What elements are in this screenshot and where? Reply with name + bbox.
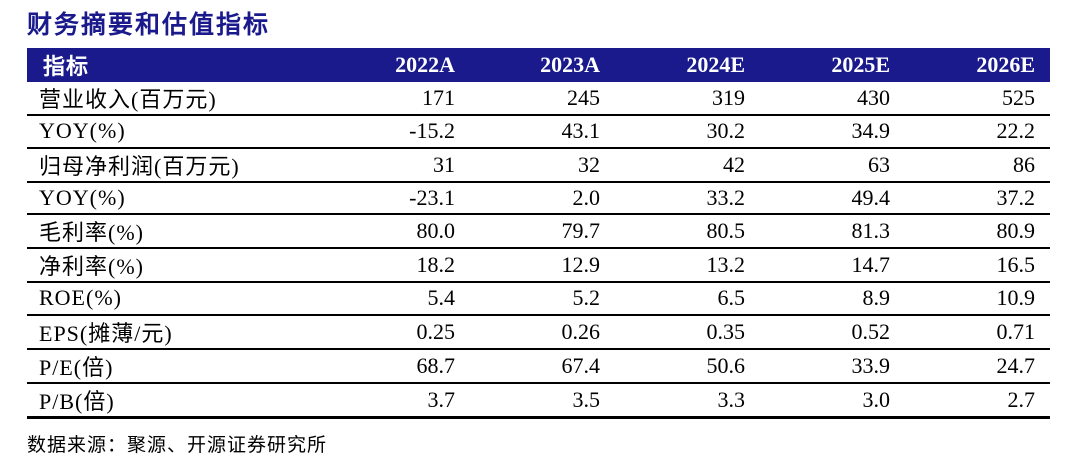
cell-value: 10.9 — [905, 282, 1050, 316]
table-row: ROE(%) 5.4 5.2 6.5 8.9 10.9 — [27, 282, 1050, 316]
cell-value: 81.3 — [760, 214, 905, 249]
cell-value: 80.5 — [615, 214, 760, 249]
column-header-2023a: 2023A — [470, 48, 615, 82]
cell-value: 86 — [905, 147, 1050, 183]
cell-value: 525 — [905, 82, 1050, 116]
cell-value: 31 — [325, 147, 470, 183]
column-header-2026e: 2026E — [905, 48, 1050, 82]
cell-value: 0.52 — [760, 314, 905, 350]
cell-value: 49.4 — [760, 181, 905, 215]
row-label: EPS(摊薄/元) — [27, 314, 325, 350]
cell-value: 33.9 — [760, 348, 905, 384]
row-label: 营业收入(百万元) — [27, 82, 325, 116]
cell-value: 18.2 — [325, 248, 470, 283]
table-row: YOY(%) -15.2 43.1 30.2 34.9 22.2 — [27, 115, 1050, 149]
cell-value: 63 — [760, 147, 905, 183]
row-label: 毛利率(%) — [27, 214, 325, 249]
cell-value: -23.1 — [325, 181, 470, 215]
cell-value: 16.5 — [905, 248, 1050, 283]
cell-value: 6.5 — [615, 282, 760, 316]
row-label: 归母净利润(百万元) — [27, 147, 325, 183]
cell-value: 42 — [615, 147, 760, 183]
page-title: 财务摘要和估值指标 — [27, 12, 271, 39]
column-header-2025e: 2025E — [760, 48, 905, 82]
cell-value: 8.9 — [760, 282, 905, 316]
cell-value: 0.26 — [470, 314, 615, 350]
cell-value: 430 — [760, 82, 905, 116]
cell-value: 13.2 — [615, 248, 760, 283]
table-row: 营业收入(百万元) 171 245 319 430 525 — [27, 82, 1050, 116]
data-source-note: 数据来源：聚源、开源证券研究所 — [27, 434, 328, 456]
cell-value: 22.2 — [905, 115, 1050, 149]
financial-summary-table: 指标 2022A 2023A 2024E 2025E 2026E 营业收入(百万… — [27, 48, 1050, 419]
column-header-2022a: 2022A — [325, 48, 470, 82]
table-row: YOY(%) -23.1 2.0 33.2 49.4 37.2 — [27, 181, 1050, 215]
cell-value: 3.5 — [470, 382, 615, 419]
row-label: YOY(%) — [27, 115, 325, 149]
cell-value: -15.2 — [325, 115, 470, 149]
cell-value: 43.1 — [470, 115, 615, 149]
table-row: 净利率(%) 18.2 12.9 13.2 14.7 16.5 — [27, 248, 1050, 283]
cell-value: 0.71 — [905, 314, 1050, 350]
cell-value: 68.7 — [325, 348, 470, 384]
cell-value: 37.2 — [905, 181, 1050, 215]
cell-value: 5.4 — [325, 282, 470, 316]
table-row: P/B(倍) 3.7 3.5 3.3 3.0 2.7 — [27, 382, 1050, 419]
cell-value: 0.35 — [615, 314, 760, 350]
row-label: 净利率(%) — [27, 248, 325, 283]
table-row: P/E(倍) 68.7 67.4 50.6 33.9 24.7 — [27, 348, 1050, 384]
table-row: 归母净利润(百万元) 31 32 42 63 86 — [27, 147, 1050, 183]
cell-value: 2.0 — [470, 181, 615, 215]
row-label: P/B(倍) — [27, 382, 325, 419]
cell-value: 67.4 — [470, 348, 615, 384]
cell-value: 14.7 — [760, 248, 905, 283]
cell-value: 33.2 — [615, 181, 760, 215]
column-header-2024e: 2024E — [615, 48, 760, 82]
cell-value: 0.25 — [325, 314, 470, 350]
cell-value: 5.2 — [470, 282, 615, 316]
cell-value: 79.7 — [470, 214, 615, 249]
cell-value: 30.2 — [615, 115, 760, 149]
column-header-metric: 指标 — [27, 48, 325, 82]
cell-value: 319 — [615, 82, 760, 116]
cell-value: 34.9 — [760, 115, 905, 149]
cell-value: 32 — [470, 147, 615, 183]
table-row: 毛利率(%) 80.0 79.7 80.5 81.3 80.9 — [27, 214, 1050, 249]
cell-value: 12.9 — [470, 248, 615, 283]
cell-value: 3.3 — [615, 382, 760, 419]
cell-value: 50.6 — [615, 348, 760, 384]
cell-value: 2.7 — [905, 382, 1050, 419]
cell-value: 24.7 — [905, 348, 1050, 384]
cell-value: 245 — [470, 82, 615, 116]
row-label: ROE(%) — [27, 282, 325, 316]
cell-value: 3.0 — [760, 382, 905, 419]
cell-value: 171 — [325, 82, 470, 116]
cell-value: 3.7 — [325, 382, 470, 419]
cell-value: 80.9 — [905, 214, 1050, 249]
table-header-row: 指标 2022A 2023A 2024E 2025E 2026E — [27, 48, 1050, 82]
cell-value: 80.0 — [325, 214, 470, 249]
row-label: YOY(%) — [27, 181, 325, 215]
table-row: EPS(摊薄/元) 0.25 0.26 0.35 0.52 0.71 — [27, 314, 1050, 350]
row-label: P/E(倍) — [27, 348, 325, 384]
